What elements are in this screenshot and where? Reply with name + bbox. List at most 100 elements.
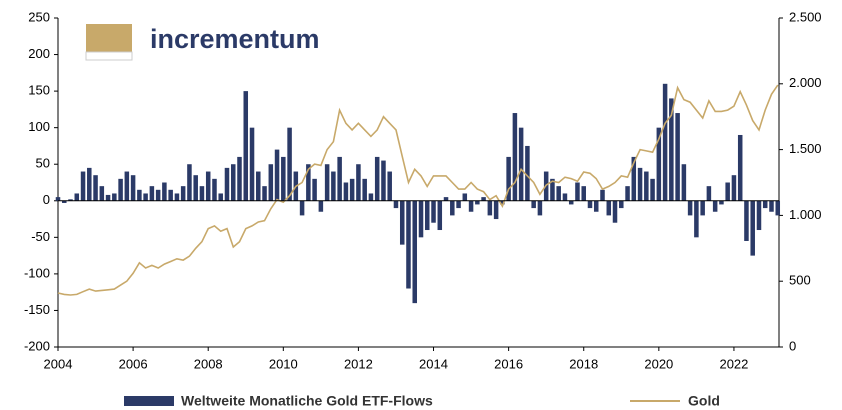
flow-bar (262, 186, 267, 201)
flow-bar (575, 182, 580, 201)
y-tick-label: -200 (24, 338, 50, 353)
flow-bar (775, 200, 781, 216)
flow-bar (450, 200, 455, 216)
flow-bar (644, 171, 649, 201)
x-tick-label: 2004 (44, 356, 73, 371)
flow-bar (218, 193, 223, 201)
flow-bar (318, 200, 324, 212)
flow-bar (343, 182, 349, 201)
flow-bar (712, 200, 718, 212)
flow-bar (205, 171, 211, 201)
flow-bar (675, 113, 680, 201)
flow-bar (506, 156, 511, 201)
flow-bar (299, 200, 305, 216)
flow-bar (412, 200, 418, 304)
flow-bar (518, 127, 524, 201)
flow-bar (656, 127, 662, 201)
y2-tick-label: 2.500 (789, 9, 822, 24)
flow-bar (381, 160, 386, 201)
x-tick-label: 2008 (194, 356, 223, 371)
flow-bar (562, 193, 568, 201)
flow-bar (274, 149, 280, 201)
y-tick-label: 250 (28, 9, 50, 24)
flow-bar (406, 200, 411, 289)
flow-bar (243, 91, 249, 201)
flow-bar (149, 186, 155, 201)
flow-bar (212, 178, 217, 201)
y2-tick-label: 1.000 (789, 207, 822, 222)
flow-bar (399, 200, 405, 245)
flow-bar (337, 156, 342, 201)
legend-swatch-bars (124, 396, 174, 406)
flow-bar (662, 83, 668, 201)
flow-bar (744, 200, 749, 241)
x-tick-label: 2018 (569, 356, 598, 371)
flow-bar (587, 200, 593, 209)
x-tick-label: 2012 (344, 356, 373, 371)
legend-label: Weltweite Monatliche Gold ETF-Flows (181, 393, 433, 409)
flow-bar (581, 186, 586, 201)
flow-bar (725, 182, 730, 201)
y-tick-label: -100 (24, 265, 50, 280)
flow-bar (737, 134, 743, 201)
flow-bar (500, 200, 505, 205)
flow-bar (168, 189, 173, 201)
flow-bar (456, 200, 461, 209)
flow-bar (362, 178, 367, 201)
flow-bar (105, 194, 111, 201)
flow-bar (437, 200, 443, 231)
flow-bar (600, 189, 605, 201)
flow-bar (118, 178, 123, 201)
flow-bar (418, 200, 424, 238)
flow-bar (356, 164, 361, 201)
flow-bar (193, 175, 198, 201)
flow-bar (424, 200, 430, 231)
flow-bar (281, 156, 286, 201)
y2-tick-label: 500 (789, 273, 811, 288)
flow-bar (762, 200, 768, 209)
flow-bar (387, 171, 392, 201)
flow-bar (512, 113, 518, 201)
flow-bar (162, 182, 167, 201)
flow-bar (669, 98, 674, 201)
flow-bar (531, 200, 536, 209)
flow-bar (606, 200, 612, 216)
flow-bar (312, 178, 317, 201)
y-tick-label: 100 (28, 119, 50, 134)
x-tick-label: 2006 (119, 356, 148, 371)
flow-bar (731, 175, 737, 201)
flow-bar (143, 193, 148, 201)
flow-bar (99, 186, 105, 201)
flow-bar (62, 200, 67, 203)
y-tick-label: 200 (28, 46, 50, 61)
flow-bar (431, 200, 436, 223)
flow-bar (481, 197, 486, 201)
flow-bar (625, 186, 630, 201)
legend-label: Gold (688, 393, 720, 409)
flow-bar (68, 199, 73, 201)
flow-bar (349, 178, 355, 201)
flow-bar (593, 200, 599, 212)
flow-bar (487, 200, 493, 216)
flow-bar (650, 178, 655, 201)
flow-bar (550, 178, 555, 201)
flow-bar (87, 167, 92, 201)
y-tick-label: 150 (28, 83, 50, 98)
logo: incrementum (85, 24, 320, 61)
flow-bar (324, 164, 330, 201)
flow-bar (750, 200, 755, 256)
flow-bar (556, 186, 561, 201)
flow-bar (687, 200, 693, 216)
flow-bar (393, 200, 399, 209)
flow-bar (230, 164, 236, 201)
flow-bar (124, 171, 130, 201)
y2-tick-label: 2.000 (789, 75, 822, 90)
flow-bar (306, 164, 311, 201)
flow-bar (331, 171, 336, 201)
flow-bar (180, 186, 186, 201)
x-tick-label: 2022 (719, 356, 748, 371)
flow-bar (93, 175, 98, 201)
flow-bar (55, 197, 61, 201)
flow-bar (287, 127, 292, 201)
